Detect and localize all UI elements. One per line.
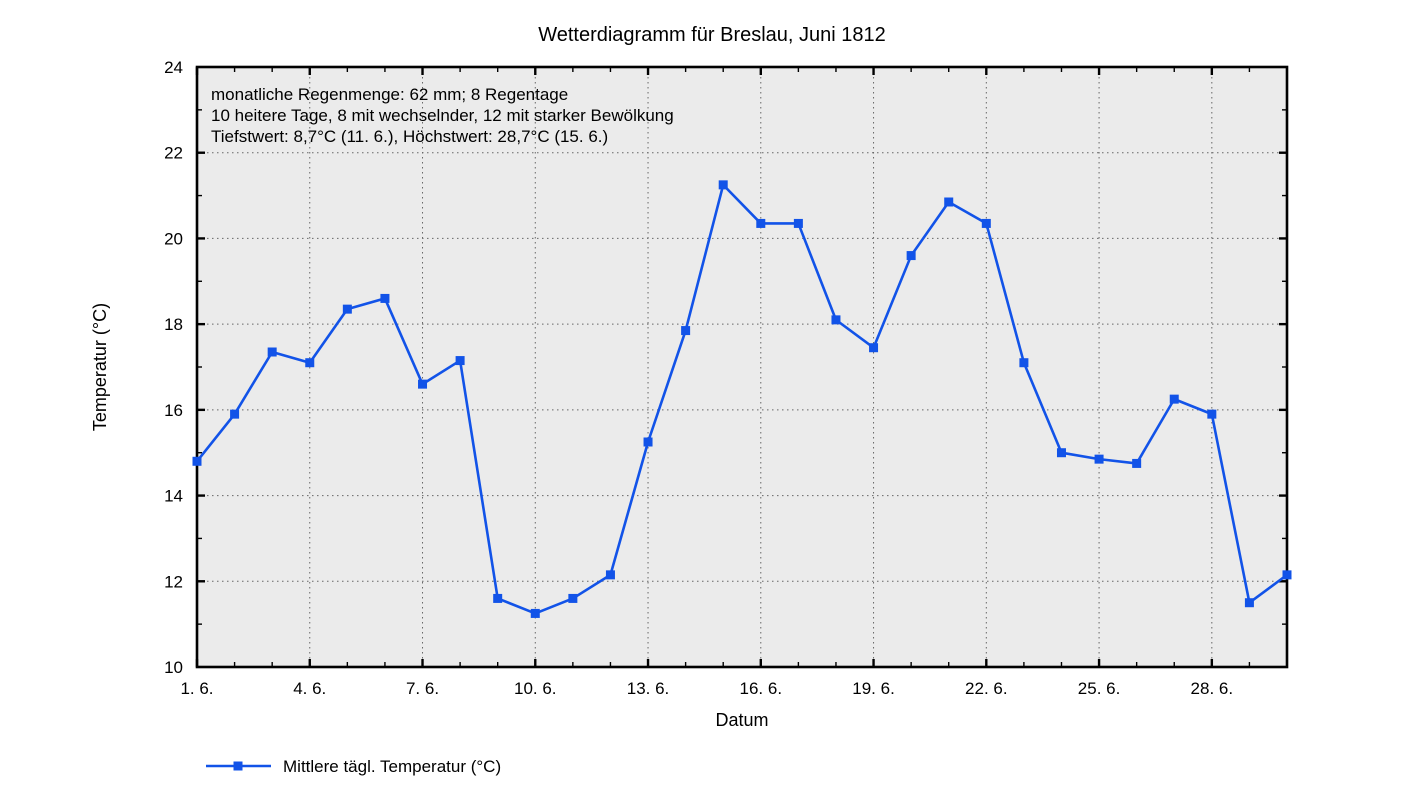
data-point-marker [681, 326, 691, 336]
data-point-marker [793, 218, 803, 228]
x-tick-label: 10. 6. [514, 679, 557, 698]
x-tick-label: 1. 6. [180, 679, 213, 698]
temperature-line [195, 183, 1288, 615]
data-point-marker [756, 218, 766, 228]
plot-background [197, 67, 1287, 667]
legend-marker [233, 761, 243, 771]
data-point-marker [643, 437, 653, 447]
data-point-marker [1019, 358, 1029, 368]
data-point-marker [230, 409, 240, 419]
x-tick-label: 4. 6. [293, 679, 326, 698]
y-tick-label: 14 [164, 487, 183, 506]
x-tick-label: 22. 6. [965, 679, 1008, 698]
data-point-marker [1207, 409, 1217, 419]
data-point-marker [718, 180, 728, 190]
data-point-marker [981, 218, 991, 228]
x-tick-label: 25. 6. [1078, 679, 1121, 698]
data-point-marker [455, 356, 465, 366]
annotation-cloudiness: 10 heitere Tage, 8 mit wechselnder, 12 m… [211, 106, 674, 125]
y-tick-label: 12 [164, 572, 183, 591]
data-point-marker [831, 315, 841, 325]
annotation-rain: monatliche Regenmenge: 62 mm; 8 Regentag… [211, 85, 568, 104]
data-point-marker [1132, 458, 1142, 468]
x-tick-label: 13. 6. [627, 679, 670, 698]
data-point-marker [906, 251, 916, 261]
data-point-marker [1169, 394, 1179, 404]
data-point-marker [944, 197, 954, 207]
legend-label: Mittlere tägl. Temperatur (°C) [283, 757, 501, 776]
data-point-marker [530, 608, 540, 618]
x-tick-label: 28. 6. [1191, 679, 1234, 698]
data-point-marker [380, 293, 390, 303]
data-point-marker [1282, 570, 1292, 580]
data-point-marker [192, 456, 202, 466]
data-point-marker [493, 593, 503, 603]
data-point-marker [342, 304, 352, 314]
y-tick-label: 16 [164, 401, 183, 420]
data-point-marker [418, 379, 428, 389]
data-point-marker [1056, 448, 1066, 458]
data-point-marker [305, 358, 315, 368]
data-point-marker [605, 570, 615, 580]
y-tick-label: 24 [164, 58, 183, 77]
y-tick-label: 20 [164, 229, 183, 248]
y-axis-title: Temperatur (°C) [90, 303, 110, 431]
y-tick-label: 10 [164, 658, 183, 677]
y-tick-label: 22 [164, 144, 183, 163]
chart-title: Wetterdiagramm für Breslau, Juni 1812 [538, 24, 886, 46]
x-tick-label: 16. 6. [740, 679, 783, 698]
x-tick-label: 7. 6. [406, 679, 439, 698]
data-point-marker [1244, 598, 1254, 608]
y-tick-label: 18 [164, 315, 183, 334]
plot-layer: 1. 6. 4. 6. 7. 6. 10. 6. 13. 6. 16. 6. 19. 6. 2… [164, 58, 1292, 698]
data-point-marker [869, 343, 879, 353]
legend: Mittlere tägl. Temperatur (°C) [206, 757, 501, 776]
annotation-extremes: Tiefstwert: 8,7°C (11. 6.), Höchstwert: … [211, 127, 608, 146]
data-point-marker [1094, 454, 1104, 464]
x-axis-title: Datum [715, 710, 768, 730]
data-point-marker [267, 347, 277, 357]
data-point-marker [568, 593, 578, 603]
x-tick-label: 19. 6. [852, 679, 895, 698]
